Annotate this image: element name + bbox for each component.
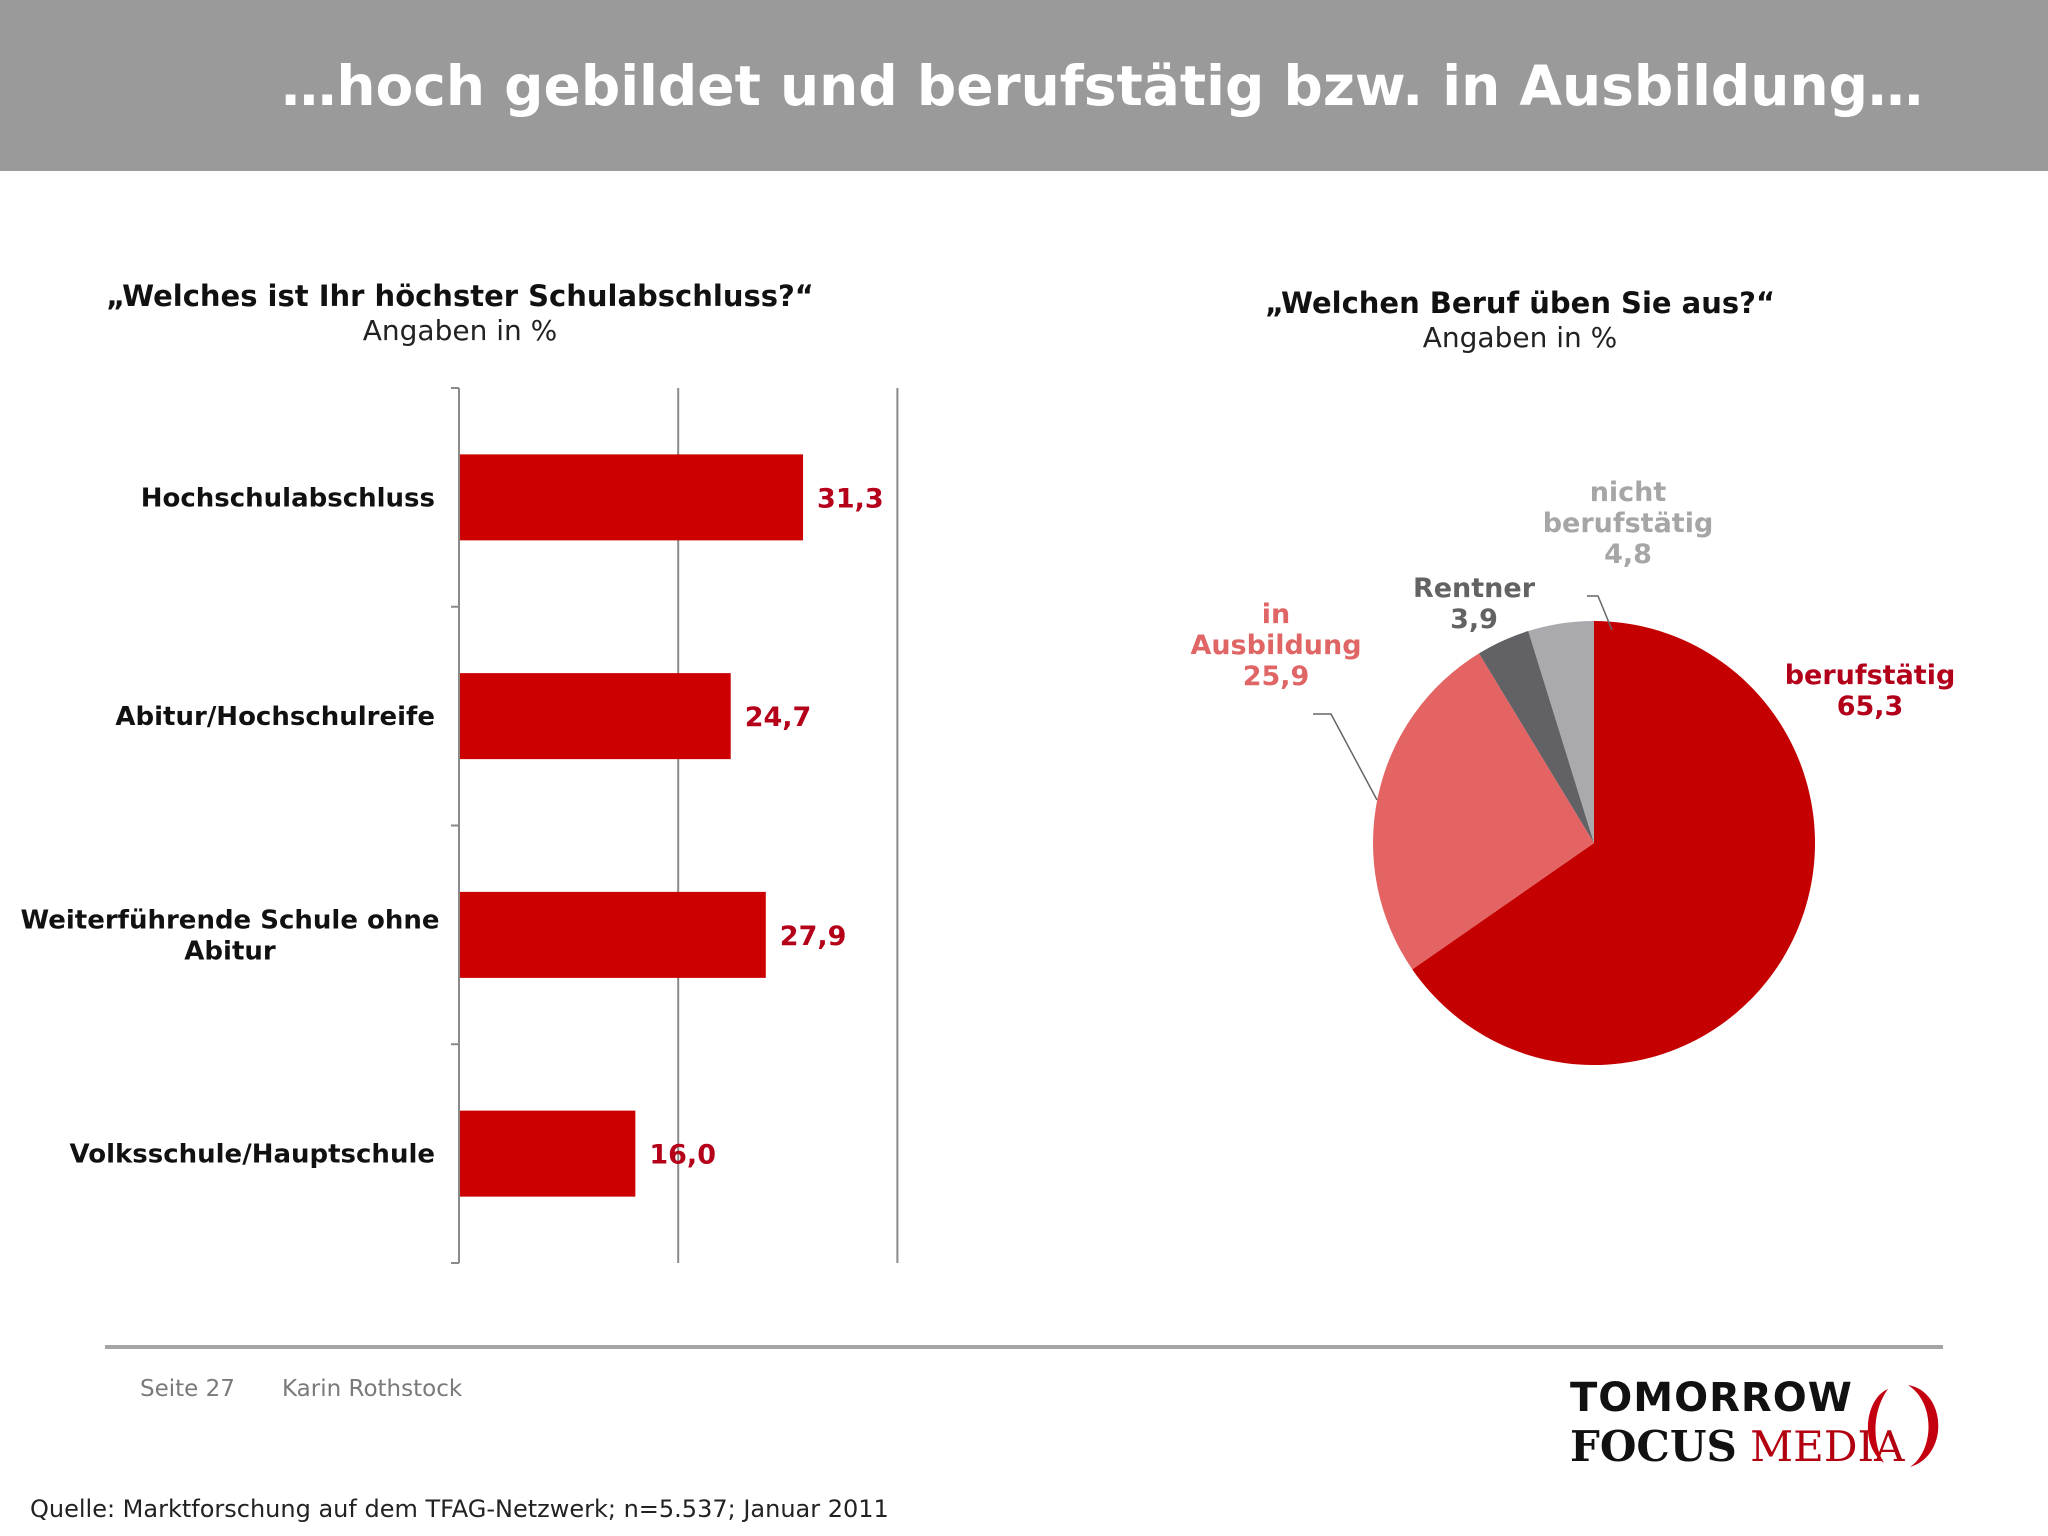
logo-tomorrow: TOMORROW: [1570, 1375, 1853, 1421]
bar-chart-subtitle: Angaben in %: [362, 314, 558, 347]
page-number: Seite 27: [140, 1376, 235, 1402]
logo-focus: FOCUS: [1570, 1422, 1737, 1471]
bar-category-label-1: Abitur/Hochschulreife: [115, 702, 435, 732]
bar-category-label-3: Volksschule/Hauptschule: [70, 1140, 436, 1170]
pie-slice-2: [1479, 631, 1594, 843]
bar-value-label-2: 27,9: [780, 921, 847, 952]
bar-value-label-0: 31,3: [817, 483, 884, 514]
pie-slice-1: [1373, 653, 1594, 970]
pie-leader-line-3: [1587, 595, 1613, 631]
pie-chart-subtitle: Angaben in %: [1422, 321, 1618, 354]
bar-chart-title: „Welches ist Ihr höchster Schulabschluss…: [106, 279, 814, 313]
bar-0: [460, 454, 804, 541]
bar-1: [460, 673, 731, 760]
bar-2: [460, 891, 766, 978]
bar-3: [460, 1110, 636, 1197]
slide-title: …hoch gebildet und berufstätig bzw. in A…: [281, 54, 1923, 118]
bar-value-label-3: 16,0: [649, 1140, 716, 1171]
pie-label-1: in Ausbildung: [1190, 599, 1361, 661]
pie-value-label-0: 65,3: [1837, 691, 1904, 722]
pie-label-3: nicht berufstätig: [1543, 477, 1714, 539]
source-note: Quelle: Marktforschung auf dem TFAG-Netz…: [30, 1495, 889, 1523]
company-logo: TOMORROW FOCUS MEDIA: [1568, 1375, 1948, 1475]
pie-chart-title: „Welchen Beruf üben Sie aus?“: [1264, 286, 1776, 320]
pie-slice-3: [1528, 621, 1594, 843]
slide-header: …hoch gebildet und berufstätig bzw. in A…: [0, 0, 2048, 171]
logo-focus-media: FOCUS MEDIA: [1570, 1422, 1904, 1471]
pie-slice-0: [1412, 621, 1816, 1066]
logo-mark-icon: [1867, 1385, 1939, 1467]
bar-value-label-1: 24,7: [745, 702, 812, 733]
bar-category-label-0: Hochschulabschluss: [141, 483, 435, 513]
pie-value-label-3: 4,8: [1604, 539, 1652, 570]
bar-chart-heading: „Welches ist Ihr höchster Schulabschluss…: [40, 278, 880, 348]
pie-label-0: berufstätig: [1785, 660, 1956, 691]
footer-divider: [105, 1345, 1943, 1349]
bar-category-label-2: Weiterführende Schule ohne Abitur: [20, 905, 439, 966]
pie-value-label-1: 25,9: [1243, 661, 1310, 692]
pie-leader-line-1: [1313, 713, 1378, 801]
logo-media: MEDIA: [1750, 1422, 1905, 1471]
pie-chart-heading: „Welchen Beruf üben Sie aus?“ Angaben in…: [1100, 285, 1940, 355]
pie-value-label-2: 3,9: [1450, 604, 1498, 635]
pie-label-2: Rentner: [1413, 573, 1536, 604]
author-name: Karin Rothstock: [282, 1376, 463, 1402]
